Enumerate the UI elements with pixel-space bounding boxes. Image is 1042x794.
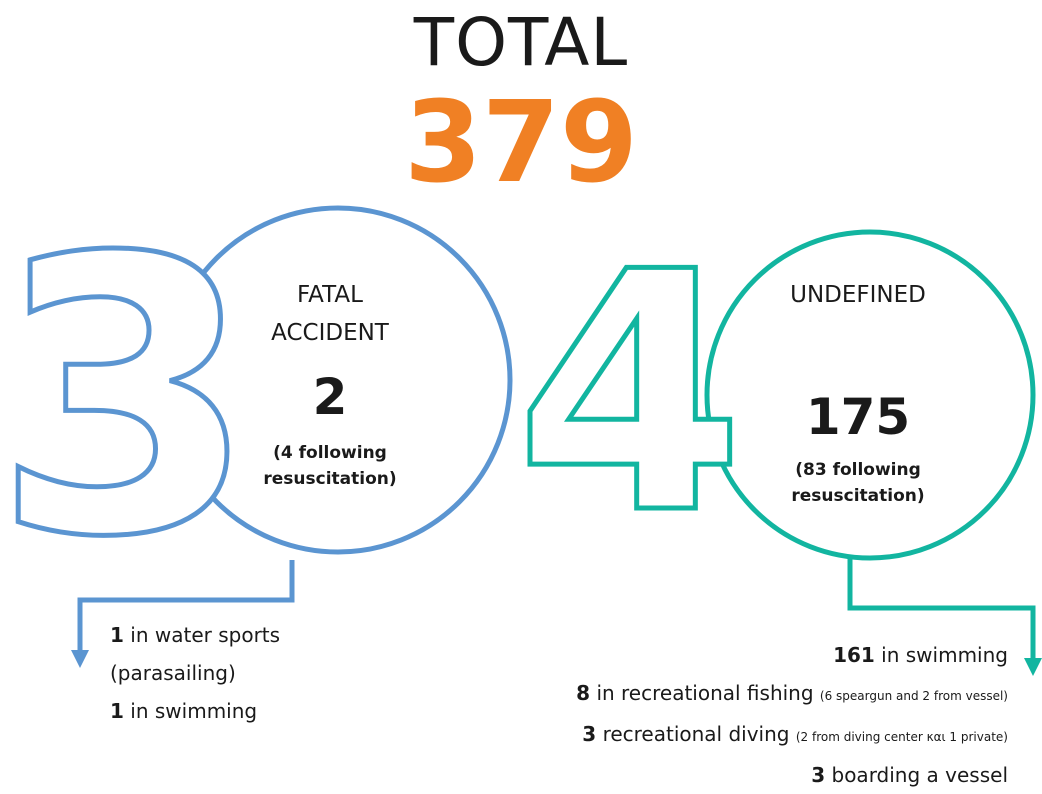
item-list: 1 in water sports (parasailing) 1 in swim… [110, 616, 320, 730]
arrow [71, 650, 89, 668]
item: 161 in swimming [408, 636, 1008, 674]
item: 1 in swimming [110, 692, 320, 730]
circle-right [704, 229, 1036, 561]
item-text: in swimming [130, 699, 258, 723]
panel-title: FATAL ACCIDENT [271, 282, 389, 346]
item-count: 3 [582, 722, 597, 746]
item-text: in swimming [881, 643, 1008, 667]
item-note: (6 speargun and 2 from vessel) [819, 689, 1008, 703]
item-list: 161 in swimming 8 in recreational fishing… [408, 636, 1008, 794]
panel-note: (83 following resuscitation) [791, 460, 925, 506]
panel-value: 175 [805, 388, 911, 446]
arrow [1024, 658, 1042, 676]
item-count: 161 [833, 643, 875, 667]
item-text: in water sports (parasailing) [110, 623, 281, 685]
circle-left [163, 205, 513, 555]
item-count: 8 [576, 681, 591, 705]
item-count: 3 [811, 763, 826, 787]
digit: 4 [515, 202, 745, 586]
title: TOTAL [413, 4, 629, 81]
item-count: 1 [110, 699, 124, 723]
connector [847, 555, 1036, 668]
item-text: boarding a vessel [831, 763, 1009, 787]
item-text: in recreational fishing [596, 681, 814, 705]
panel-title: UNDEFINED [790, 282, 926, 308]
item-text: recreational diving [602, 722, 790, 746]
item-count: 1 [110, 623, 124, 647]
total: 379 [404, 78, 638, 208]
item: 1 in water sports (parasailing) [110, 616, 320, 692]
item-note: (2 from diving center και 1 private) [795, 730, 1008, 744]
panel-value: 2 [312, 368, 348, 426]
item: 3 recreational diving (2 from diving cen… [408, 715, 1008, 756]
panel-note: (4 following resuscitation) [263, 443, 397, 489]
item: 8 in recreational fishing (6 speargun an… [408, 674, 1008, 715]
item: 3 boarding a vessel [408, 756, 1008, 794]
digit: 3 [0, 177, 257, 620]
connector [77, 560, 295, 660]
